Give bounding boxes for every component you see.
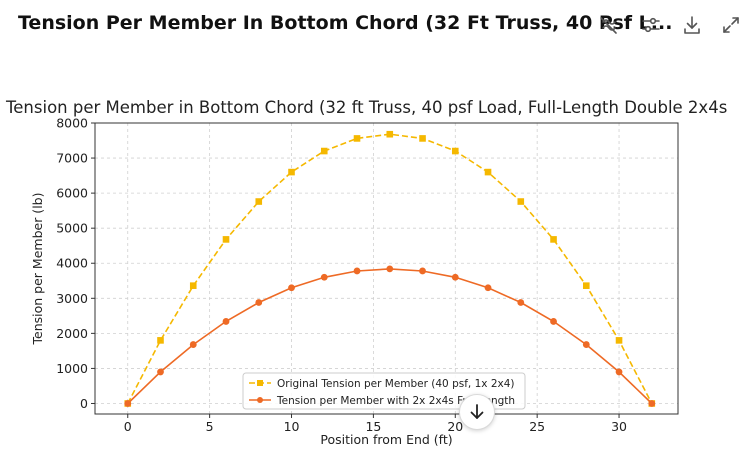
y-tick-label: 2000 — [56, 326, 88, 341]
x-tick-label: 15 — [365, 419, 381, 434]
legend-box — [242, 372, 526, 410]
data-point-circle — [157, 368, 164, 376]
data-point-circle — [255, 299, 263, 306]
data-point-circle — [484, 284, 492, 292]
y-tick-label: 1000 — [56, 361, 88, 376]
data-point-circle — [419, 267, 426, 275]
legend-swatch-marker — [257, 380, 263, 386]
x-tick-label: 20 — [447, 419, 463, 434]
data-point-square — [517, 198, 525, 205]
data-point-square — [451, 147, 459, 155]
data-point-circle — [517, 299, 525, 306]
data-point-square — [419, 135, 426, 142]
data-point-circle — [222, 318, 230, 325]
x-tick-label: 25 — [529, 419, 545, 434]
data-point-square — [222, 236, 230, 243]
y-tick-label: 5000 — [56, 221, 88, 236]
data-point-square — [189, 282, 197, 289]
filter-settings-icon[interactable] — [640, 14, 662, 36]
x-tick-label: 5 — [206, 419, 214, 434]
y-tick-label: 0 — [80, 396, 88, 411]
data-point-circle — [550, 318, 557, 325]
x-tick-label: 30 — [611, 419, 627, 434]
data-point-square — [386, 130, 394, 138]
scroll-down-button[interactable] — [459, 394, 495, 430]
legend-entry: Tension per Member with 2x 2x4s Full-Len… — [276, 395, 515, 407]
y-axis-label: Tension per Member (lb) — [30, 193, 45, 346]
data-point-circle — [451, 273, 459, 281]
data-point-circle — [288, 284, 295, 292]
y-tick-label: 3000 — [56, 291, 88, 306]
chart-title: Tension per Member in Bottom Chord (32 f… — [5, 98, 727, 117]
data-point-square — [550, 236, 557, 243]
data-point-square — [320, 147, 328, 155]
data-point-square — [157, 337, 164, 344]
y-tick-label: 4000 — [56, 256, 88, 271]
data-point-square — [353, 135, 361, 142]
legend-entry: Original Tension per Member (40 psf, 1x … — [277, 378, 515, 390]
x-axis-label: Position from End (ft) — [320, 432, 452, 447]
data-point-circle — [648, 400, 656, 407]
data-point-square — [288, 168, 295, 176]
data-point-circle — [124, 400, 132, 407]
axes-frame — [94, 122, 679, 415]
page-title: Tension Per Member In Bottom Chord (32 F… — [18, 12, 673, 34]
y-tick-label: 8000 — [56, 116, 88, 131]
data-point-circle — [386, 265, 394, 273]
interactive-off-icon[interactable] — [597, 14, 619, 36]
chart-header: Tension Per Member In Bottom Chord (32 F… — [0, 0, 748, 54]
y-tick-label: 7000 — [56, 151, 88, 166]
data-point-square — [255, 198, 263, 205]
data-point-circle — [189, 341, 197, 348]
data-point-square — [615, 337, 623, 344]
data-point-circle — [353, 267, 361, 275]
data-point-circle — [582, 341, 590, 348]
data-point-circle — [320, 273, 328, 281]
x-tick-label: 0 — [124, 419, 132, 434]
expand-icon[interactable] — [720, 14, 742, 36]
data-point-square — [582, 282, 590, 289]
data-point-circle — [615, 368, 623, 376]
legend-swatch-marker — [257, 397, 263, 403]
x-tick-label: 10 — [284, 419, 300, 434]
y-tick-label: 6000 — [56, 186, 88, 201]
download-icon[interactable] — [681, 14, 703, 36]
arrow-down-icon — [470, 404, 484, 419]
data-point-square — [484, 168, 492, 176]
